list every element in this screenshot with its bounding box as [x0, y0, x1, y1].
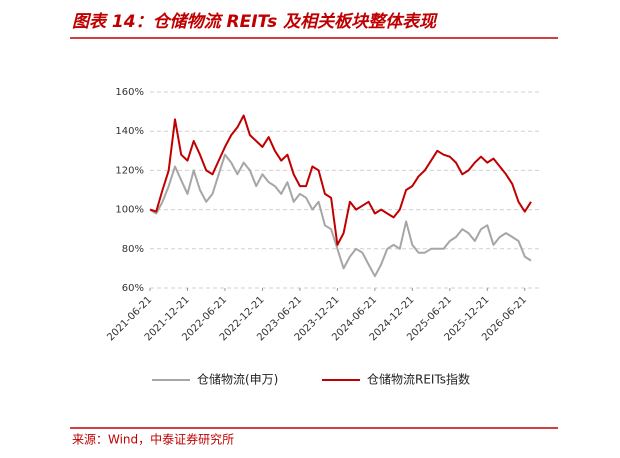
y-tick-label: 140% [115, 126, 144, 137]
y-tick-label: 100% [115, 205, 144, 216]
source: 来源：Wind，中泰证券研究所 [72, 432, 234, 447]
y-tick-label: 160% [115, 87, 144, 98]
series-line [149, 153, 532, 278]
legend-label: 仓储物流REITs指数 [367, 372, 470, 387]
figure-title: 图表 14：仓储物流 REITs 及相关板块整体表现 [72, 12, 438, 32]
y-tick-label: 60% [122, 283, 144, 294]
series-line [149, 114, 532, 246]
legend-label: 仓储物流(申万) [197, 372, 278, 387]
y-tick-label: 120% [115, 165, 144, 176]
y-tick-label: 80% [122, 244, 144, 255]
